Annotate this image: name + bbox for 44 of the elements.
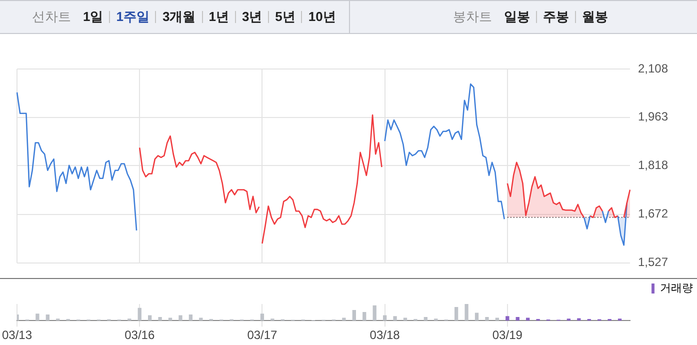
y-tick-label: 1,527: [638, 255, 668, 270]
text: 1주일: [109, 9, 150, 24]
bar: [148, 315, 152, 321]
y-tick-label: 1,963: [638, 110, 668, 124]
text: 주봉: [536, 9, 569, 24]
bar: [474, 312, 479, 321]
text: 3년: [234, 9, 262, 24]
x-tick-label: 03/16: [124, 328, 155, 342]
bar: [342, 318, 346, 321]
x-tick-label: 03/19: [492, 328, 523, 342]
bar: [454, 306, 458, 321]
bar: [506, 316, 510, 321]
bar: [188, 314, 193, 321]
text: 3개월: [155, 9, 196, 24]
bar: [352, 310, 356, 321]
bar: [158, 316, 162, 321]
y-tick-label: 1,818: [638, 158, 668, 172]
y-tick-label: 1,672: [638, 206, 668, 221]
text: 봉차트: [453, 9, 492, 24]
bar: [138, 308, 142, 321]
bar: [260, 314, 264, 321]
bar: [464, 304, 468, 321]
text: 월봉: [575, 9, 608, 24]
text: 10년: [301, 9, 336, 24]
bar: [516, 316, 520, 321]
text: 5년: [268, 9, 296, 24]
bar: [36, 314, 40, 321]
text: 일봉: [504, 9, 530, 24]
y-tick-label: 2,108: [638, 61, 668, 76]
bar: [424, 316, 428, 321]
bar: [485, 316, 489, 321]
bar: [362, 312, 366, 321]
bar: [393, 316, 397, 321]
x-tick-label: 03/17: [247, 328, 278, 342]
x-tick-label: 03/18: [370, 328, 400, 342]
text: 선차트: [32, 9, 71, 24]
bar: [46, 314, 50, 321]
bar: [372, 305, 376, 321]
x-tick-label: 03/13: [2, 328, 32, 342]
text: 1일: [83, 9, 104, 24]
bar: [178, 315, 182, 321]
legend-label: 거래량: [660, 282, 693, 295]
bar: [382, 315, 387, 321]
text: 1년: [202, 9, 229, 24]
